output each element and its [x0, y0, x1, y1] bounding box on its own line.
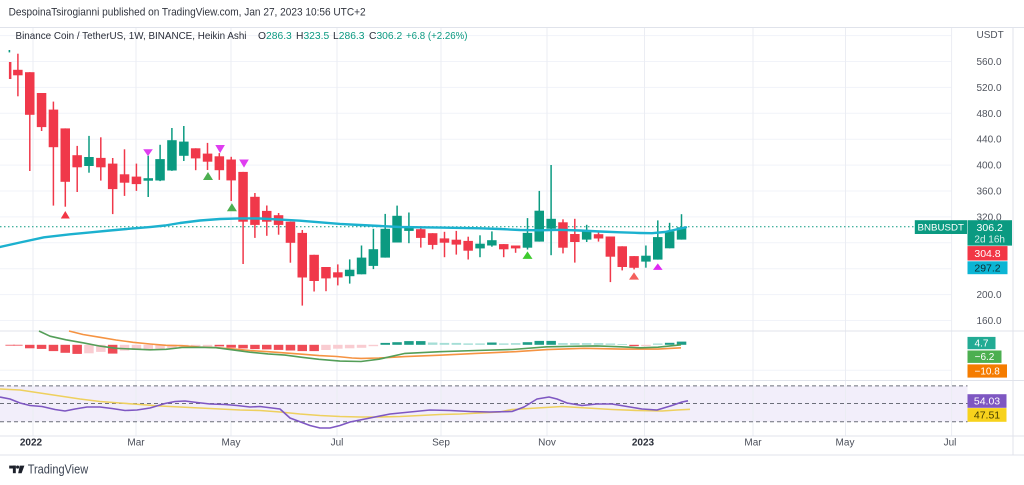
svg-text:Binance Coin / TetherUS, 1W, B: Binance Coin / TetherUS, 1W, BINANCE, He… [16, 31, 247, 42]
svg-text:304.8: 304.8 [974, 248, 1000, 260]
svg-text:Mar: Mar [744, 438, 762, 449]
svg-text:520.0: 520.0 [977, 83, 1002, 94]
svg-text:DespoinaTsirogianni published: DespoinaTsirogianni published on Trading… [9, 6, 366, 18]
svg-text:47.51: 47.51 [974, 410, 1000, 422]
svg-text:Nov: Nov [538, 438, 556, 449]
svg-text:+6.8 (+2.26%): +6.8 (+2.26%) [406, 31, 468, 42]
svg-text:306.2: 306.2 [977, 222, 1003, 234]
svg-text:Jul: Jul [331, 438, 344, 449]
svg-text:320.0: 320.0 [977, 212, 1002, 223]
svg-text:May: May [222, 438, 241, 449]
svg-text:Jul: Jul [944, 438, 957, 449]
svg-text:480.0: 480.0 [977, 109, 1002, 120]
svg-text:200.0: 200.0 [977, 290, 1002, 301]
svg-text:297.2: 297.2 [974, 263, 1000, 275]
svg-text:160.0: 160.0 [977, 316, 1002, 327]
svg-text:May: May [836, 438, 855, 449]
svg-text:L286.3: L286.3 [333, 31, 365, 42]
svg-text:54.03: 54.03 [974, 396, 1000, 408]
svg-text:2022: 2022 [20, 438, 43, 449]
svg-text:−6.2: −6.2 [975, 352, 995, 363]
svg-text:400.0: 400.0 [977, 161, 1002, 172]
svg-text:C306.2: C306.2 [369, 31, 402, 42]
svg-text:2023: 2023 [632, 438, 655, 449]
svg-text:TradingView: TradingView [28, 463, 89, 477]
svg-text:360.0: 360.0 [977, 187, 1002, 198]
svg-text:440.0: 440.0 [977, 135, 1002, 146]
svg-text:O286.3: O286.3 [258, 31, 292, 42]
svg-text:−10.8: −10.8 [975, 366, 1001, 377]
svg-text:2d 16h: 2d 16h [974, 235, 1005, 246]
svg-text:BNBUSDT: BNBUSDT [918, 222, 965, 232]
svg-text:H323.5: H323.5 [296, 31, 329, 42]
svg-text:Mar: Mar [127, 438, 145, 449]
svg-text:USDT: USDT [977, 30, 1004, 41]
svg-text:4.7: 4.7 [975, 339, 989, 350]
svg-text:Sep: Sep [432, 438, 450, 449]
svg-text:560.0: 560.0 [977, 57, 1002, 68]
